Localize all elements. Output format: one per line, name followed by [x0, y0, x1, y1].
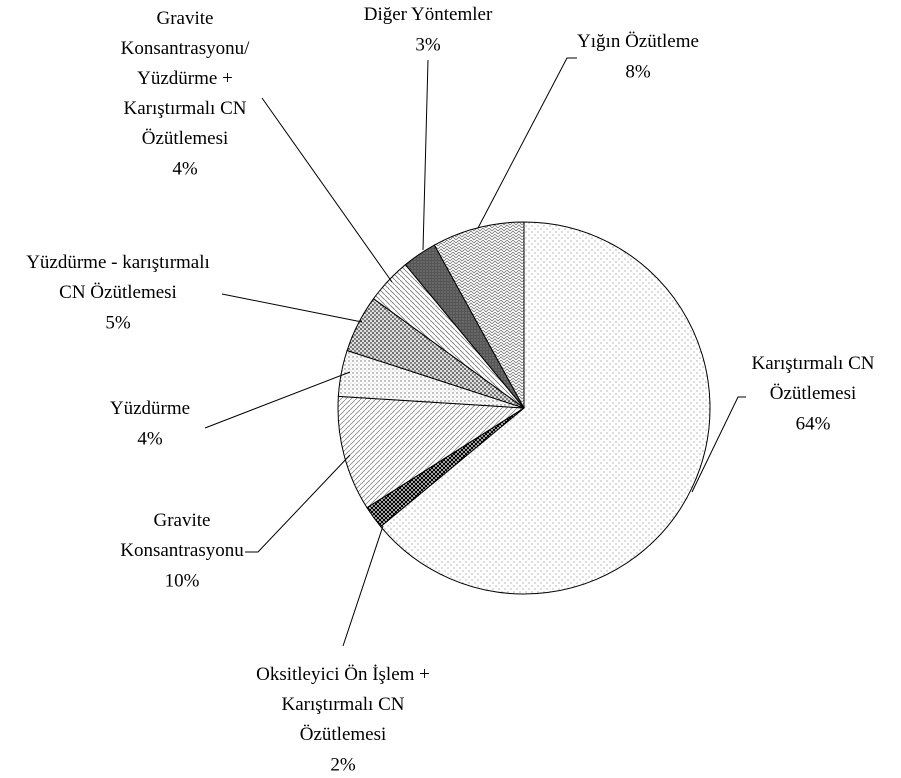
- slice-label-line: CN Özütlemesi: [59, 282, 177, 303]
- slice-value-label: 3%: [415, 34, 441, 55]
- leader-line: [422, 59, 429, 251]
- slice-value-label: 5%: [105, 312, 131, 333]
- pie-slice: [379, 221, 711, 595]
- slice-label-line: Oksitleyici Ön İşlem +: [256, 664, 430, 685]
- pie-slice: [337, 395, 526, 509]
- slice-label-line: Özütlemesi: [300, 724, 387, 745]
- slice-value-label: 64%: [796, 413, 831, 434]
- leader-line: [477, 57, 577, 229]
- slice-label: Yüzdürme - karıştırmalı CN Özütlemesi: [26, 252, 210, 303]
- slice-label: Karıştırmalı CN Özütlemesi: [752, 353, 875, 404]
- slice-label-line: Yüzdürme: [110, 398, 190, 419]
- leader-line: [245, 454, 351, 553]
- slice-value-label: 2%: [330, 754, 356, 775]
- slice-label-line: Karıştırmalı CN: [282, 694, 405, 715]
- leader-line: [221, 293, 363, 323]
- slice-label-line: Gravite: [157, 8, 214, 29]
- slice-label: Yığın Özütleme: [577, 31, 699, 52]
- slice-label-line: Diğer Yöntemler: [364, 4, 493, 25]
- slice-value-label: 8%: [625, 61, 651, 82]
- slice-label-line: Konsantrasyonu/: [121, 38, 250, 59]
- slice-value-label: 10%: [165, 570, 200, 591]
- slice-label-line: Özütlemesi: [770, 383, 857, 404]
- slice-label: Gravite Konsantrasyonu/Yüzdürme + Karıştır…: [121, 8, 250, 149]
- slice-label: Gravite Konsantrasyonu: [120, 510, 244, 561]
- leader-line: [691, 396, 746, 493]
- slice-label-line: Yüzdürme +: [137, 68, 233, 89]
- slice-label-line: Yüzdürme - karıştırmalı: [26, 252, 210, 273]
- slice-label-line: Karıştırmalı CN: [124, 98, 247, 119]
- slice-label: Yüzdürme: [110, 398, 190, 419]
- leader-line: [204, 371, 351, 429]
- slice-label: Oksitleyici Ön İşlem + Karıştırmalı CN Özü…: [256, 664, 430, 745]
- leader-line: [261, 97, 393, 283]
- slice-value-label: 4%: [137, 428, 163, 449]
- leader-line: [342, 525, 384, 647]
- slice-label-line: Yığın Özütleme: [577, 31, 699, 52]
- slice-value-label: 4%: [172, 158, 198, 179]
- slice-label-line: Gravite: [154, 510, 211, 531]
- pie-slice: [433, 221, 525, 409]
- slice-label: Diğer Yöntemler: [364, 4, 493, 25]
- slice-label-line: Özütlemesi: [142, 128, 229, 149]
- slice-label-line: Karıştırmalı CN: [752, 353, 875, 374]
- slice-label-line: Konsantrasyonu: [120, 540, 244, 561]
